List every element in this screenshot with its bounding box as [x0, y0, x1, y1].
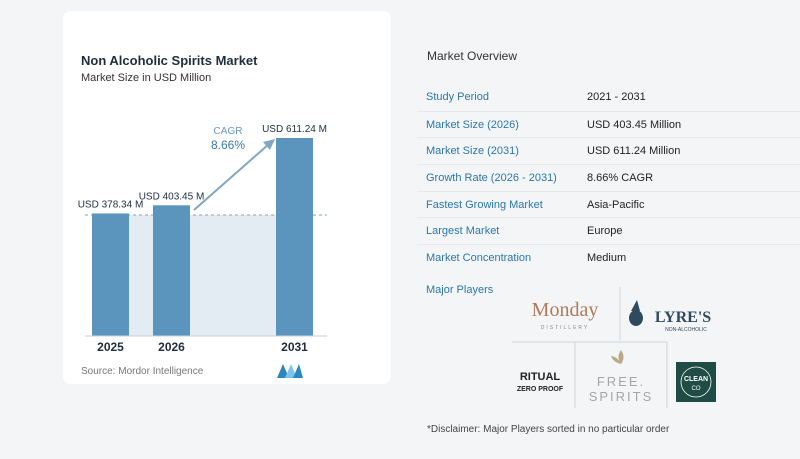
- overview-row: Market Size (2031) USD 611.24 Million: [417, 137, 800, 164]
- monday-logo-sub: DISTILLERY: [541, 325, 590, 331]
- overview-title: Market Overview: [427, 49, 518, 63]
- bar-2031: [276, 138, 313, 336]
- overview-value: Europe: [587, 225, 623, 238]
- overview-key: Largest Market: [426, 225, 500, 238]
- overview-value: 8.66% CAGR: [587, 171, 654, 184]
- overview-key: Study Period: [426, 91, 489, 104]
- clean-co-badge: [676, 362, 716, 402]
- overview-row: Growth Rate (2026 - 2031) 8.66% CAGR: [417, 164, 800, 191]
- overview-value: USD 403.45 Million: [587, 118, 682, 131]
- overview-value: 2021 - 2031: [587, 91, 646, 104]
- source-text: Source: Mordor Intelligence: [81, 366, 204, 377]
- chart-title: Non Alcoholic Spirits Market: [81, 53, 258, 68]
- clean-co-logo-line2: CO: [692, 386, 701, 392]
- chart-subtitle: Market Size in USD Million: [81, 72, 212, 84]
- value-label-2026: USD 403.45 M: [139, 191, 205, 202]
- overview-key: Growth Rate (2026 - 2031): [426, 171, 557, 184]
- overview-value: USD 611.24 Million: [587, 145, 681, 158]
- monday-logo-name: Monday: [532, 299, 599, 321]
- overview-value: Medium: [587, 251, 627, 264]
- cagr-arrow: [193, 143, 270, 211]
- cagr-arrowhead: [263, 139, 275, 150]
- overview-row: Fastest Growing Market Asia-Pacific: [417, 190, 800, 218]
- value-label-2031: USD 611.24 M: [262, 124, 327, 135]
- x-tick-2025: 2025: [97, 340, 124, 354]
- bar-2025: [92, 213, 129, 336]
- cagr-label: CAGR: [214, 126, 243, 137]
- bar-chart: USD 378.34 M 2025 USD 403.45 M 2026 USD 611.…: [78, 124, 327, 354]
- overview-key: Fastest Growing Market: [426, 198, 543, 211]
- overview-key: Market Concentration: [426, 251, 532, 264]
- bars-layer: USD 378.34 M 2025 USD 403.45 M 2026 USD 611.…: [78, 124, 327, 354]
- bar-2026: [153, 205, 190, 336]
- overview-key: Market Size (2031): [426, 145, 519, 158]
- growth-shade-region: [128, 215, 276, 336]
- overview-row: Study Period 2021 - 2031: [417, 84, 800, 111]
- clean-co-logo-line1: CLEAN: [684, 376, 708, 383]
- value-label-2025: USD 378.34 M: [78, 199, 144, 210]
- overview-row: Market Size (2026) USD 403.45 Million: [417, 110, 800, 138]
- ritual-logo-line1: RITUAL: [520, 371, 561, 383]
- lyres-logo-sub: NON-ALCOHOLIC: [665, 327, 707, 333]
- overview-value: Asia-Pacific: [587, 198, 645, 211]
- lyres-logo-name: LYRE'S: [655, 309, 711, 326]
- free-spirits-leaf-icon: [611, 350, 624, 364]
- disclaimer-text: *Disclaimer: Major Players sorted in no …: [427, 424, 670, 435]
- free-spirits-logo-line1: FREE.: [597, 374, 645, 389]
- x-tick-2031: 2031: [281, 340, 308, 354]
- major-players-label: Major Players: [426, 284, 494, 296]
- overview-key: Market Size (2026): [426, 118, 519, 131]
- chart-card: Non Alcoholic Spirits Market Market Size…: [63, 11, 391, 384]
- x-tick-2026: 2026: [158, 340, 185, 354]
- overview-row: Market Concentration Medium: [417, 244, 800, 271]
- overview-row: Largest Market Europe: [417, 217, 800, 244]
- ritual-logo-line2: ZERO PROOF: [517, 386, 564, 393]
- mordor-logo-icon: [277, 364, 303, 378]
- clean-co-ring: [680, 366, 712, 398]
- overview-table: Study Period 2021 - 2031 Market Size (20…: [417, 84, 800, 271]
- lyres-bird-icon: [629, 300, 643, 326]
- cagr-value: 8.66%: [211, 138, 245, 152]
- free-spirits-logo-line2: SPIRITS: [589, 389, 654, 404]
